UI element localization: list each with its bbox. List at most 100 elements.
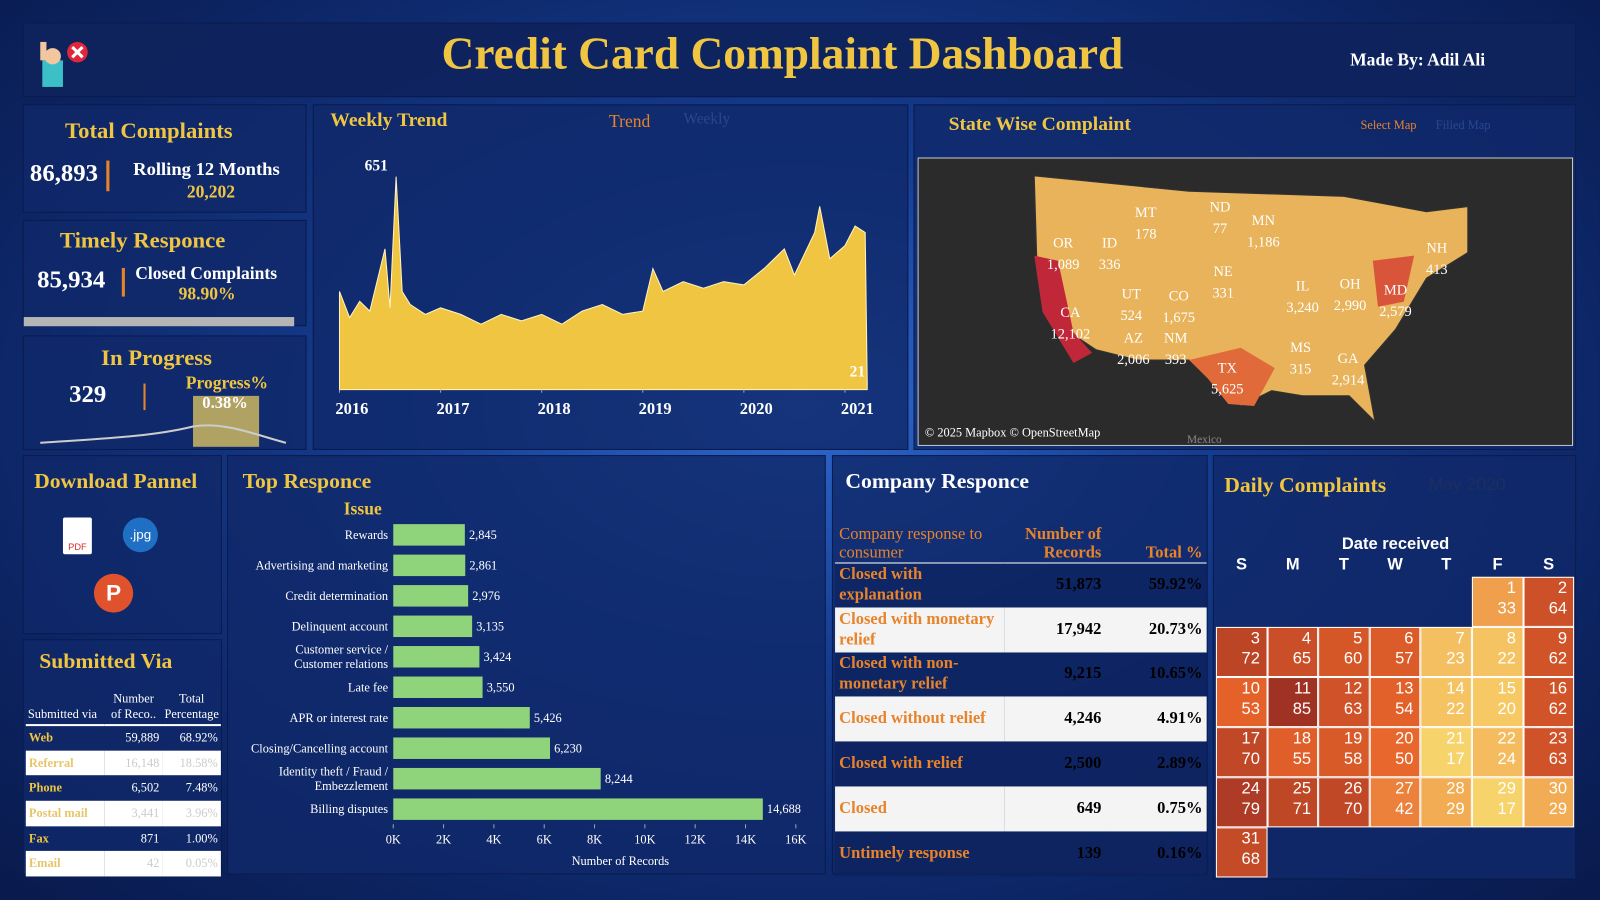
day-cell: 24 79: [1215, 777, 1268, 828]
column-header: Company response to consumer: [839, 525, 983, 561]
table-cell: Closed with non-monetary relief: [839, 655, 959, 693]
x-tick-label: 2020: [740, 399, 773, 418]
state-value: 178: [1135, 226, 1157, 242]
kpi-label: Total Complaints: [65, 117, 233, 144]
column-header: Number of Records: [1025, 525, 1102, 561]
y-tick-label: Rewards: [345, 528, 388, 542]
kpi-timely: Timely Responce 85,934 Closed Complaints…: [22, 219, 307, 327]
ppt-button[interactable]: P: [93, 573, 134, 613]
table-cell: 51,873: [1055, 575, 1102, 594]
day-number: 4: [1301, 629, 1312, 648]
table-cell: Closed without relief: [839, 710, 986, 728]
trend-chart: 2016 2017 2018 2019 2020 2021 651 21: [335, 158, 874, 419]
panel-title: Company Responce: [845, 468, 1030, 493]
state-name: MS: [1290, 340, 1311, 356]
table-cell: 0.75%: [1157, 799, 1203, 818]
day-number: 23: [1548, 730, 1568, 748]
table-row: Closed with monetary relief 17,942 20.73%: [835, 607, 1207, 653]
day-cell: 23 63: [1523, 727, 1575, 778]
data-label: 2,861: [469, 558, 497, 572]
month-selector[interactable]: May 2020: [1428, 474, 1506, 494]
divider: [143, 383, 146, 411]
kpi-sub-value: 0.38%: [202, 394, 248, 413]
y-tick-label: Billing disputes: [310, 802, 388, 816]
state-name: CO: [1169, 289, 1189, 305]
kpi-sub-value: 98.90%: [178, 284, 236, 304]
table-cell: 0.16%: [1157, 844, 1203, 862]
toggle-option[interactable]: Filled Map: [1435, 117, 1491, 132]
weekday-label: W: [1387, 556, 1403, 574]
state-name: CA: [1060, 305, 1081, 321]
divider: [121, 267, 125, 297]
weekday-label: T: [1441, 556, 1452, 574]
kpi-sub-label: Closed Complaints: [135, 263, 278, 284]
day-value: 55: [1292, 750, 1312, 769]
state-name: ND: [1210, 200, 1231, 216]
x-tick-label: 2021: [841, 399, 874, 418]
calendar: S M T W T F S 1 33 2 64 3 72 4 65 5 60 6 57 7 23 8 22 9 62 10 53 11…: [1215, 556, 1575, 878]
panel-title: Submitted Via: [39, 648, 173, 673]
day-value: 17: [1446, 750, 1465, 769]
table-row: Fax 871 1.00%: [26, 826, 221, 851]
day-value: 42: [1395, 800, 1414, 819]
table-cell: 2.89%: [1157, 754, 1203, 773]
day-number: 15: [1497, 680, 1516, 698]
day-value: 72: [1241, 650, 1260, 668]
day-value: 24: [1497, 750, 1516, 769]
x-tick-label: 2019: [639, 399, 672, 418]
day-value: 70: [1343, 800, 1363, 819]
day-value: 60: [1343, 650, 1363, 668]
author: Made By: Adil Ali: [1350, 50, 1486, 70]
kpi-label: Timely Responce: [59, 227, 226, 253]
toggle-option[interactable]: Weekly: [683, 111, 731, 128]
day-cell: 27 42: [1369, 777, 1421, 828]
state-name: AZ: [1124, 331, 1143, 347]
day-cell: 9 62: [1523, 626, 1575, 678]
bar: [393, 676, 483, 698]
table-cell: 0.05%: [185, 856, 218, 871]
day-value: 70: [1241, 750, 1260, 769]
kpi-in-progress: In Progress 329 Progress% 0.38%: [22, 335, 307, 450]
state-value: 2,579: [1379, 304, 1411, 320]
day-number: 24: [1241, 780, 1260, 798]
toggle-option[interactable]: Select Map: [1360, 117, 1417, 132]
jpg-button[interactable]: .jpg: [122, 517, 158, 553]
bar: [393, 554, 466, 577]
data-label: 2,976: [472, 589, 500, 603]
x-tick-label: 2018: [538, 399, 571, 418]
day-number: 5: [1353, 629, 1363, 648]
weekly-trend-panel: Weekly Trend Trend Weekly 2016 2017 2018 20…: [312, 104, 909, 450]
day-number: 26: [1343, 780, 1363, 798]
map[interactable]: OR 1,089 ID 336 MT 178 ND 77 MN 1,186 CA 12,102 UT 52…: [917, 157, 1574, 446]
day-number: 22: [1497, 730, 1516, 748]
day-value: 17: [1497, 800, 1516, 819]
day-number: 7: [1455, 629, 1465, 648]
data-label: 21: [850, 364, 865, 381]
state-name: OR: [1053, 236, 1073, 252]
table-row: Email 42 0.05%: [25, 851, 221, 877]
y-tick-label: Closing/Cancelling account: [251, 741, 389, 755]
day-number: 14: [1446, 680, 1465, 698]
day-cell: 2 64: [1523, 576, 1575, 627]
weekday-label: S: [1236, 556, 1248, 574]
day-number: 27: [1395, 780, 1414, 798]
x-tick-label: 6K: [537, 833, 552, 847]
table-cell: 10.65%: [1148, 665, 1203, 683]
table-cell: Web: [28, 730, 53, 745]
toggle-option[interactable]: Trend: [608, 111, 651, 131]
day-value: 62: [1548, 650, 1568, 668]
pdf-button[interactable]: PDF: [62, 517, 92, 555]
day-value: 22: [1497, 650, 1516, 668]
bar: [393, 706, 530, 729]
day-value: 58: [1343, 750, 1363, 769]
table-cell: 7.48%: [185, 780, 218, 795]
state-value: 2,914: [1332, 373, 1364, 389]
bar: [393, 585, 469, 607]
submitted-via-table: Submitted via Number of Reco.. Total Perce…: [25, 689, 221, 877]
day-number: 3: [1250, 629, 1260, 648]
daily-panel: Daily Complaints May 2020 Date received …: [1212, 455, 1577, 880]
table-cell: 18.58%: [179, 755, 218, 770]
x-tick-label: 10K: [634, 833, 655, 847]
table-row: Closed with non-monetary relief 9,215 10.6…: [835, 652, 1207, 697]
state-value: 2,006: [1117, 352, 1149, 368]
